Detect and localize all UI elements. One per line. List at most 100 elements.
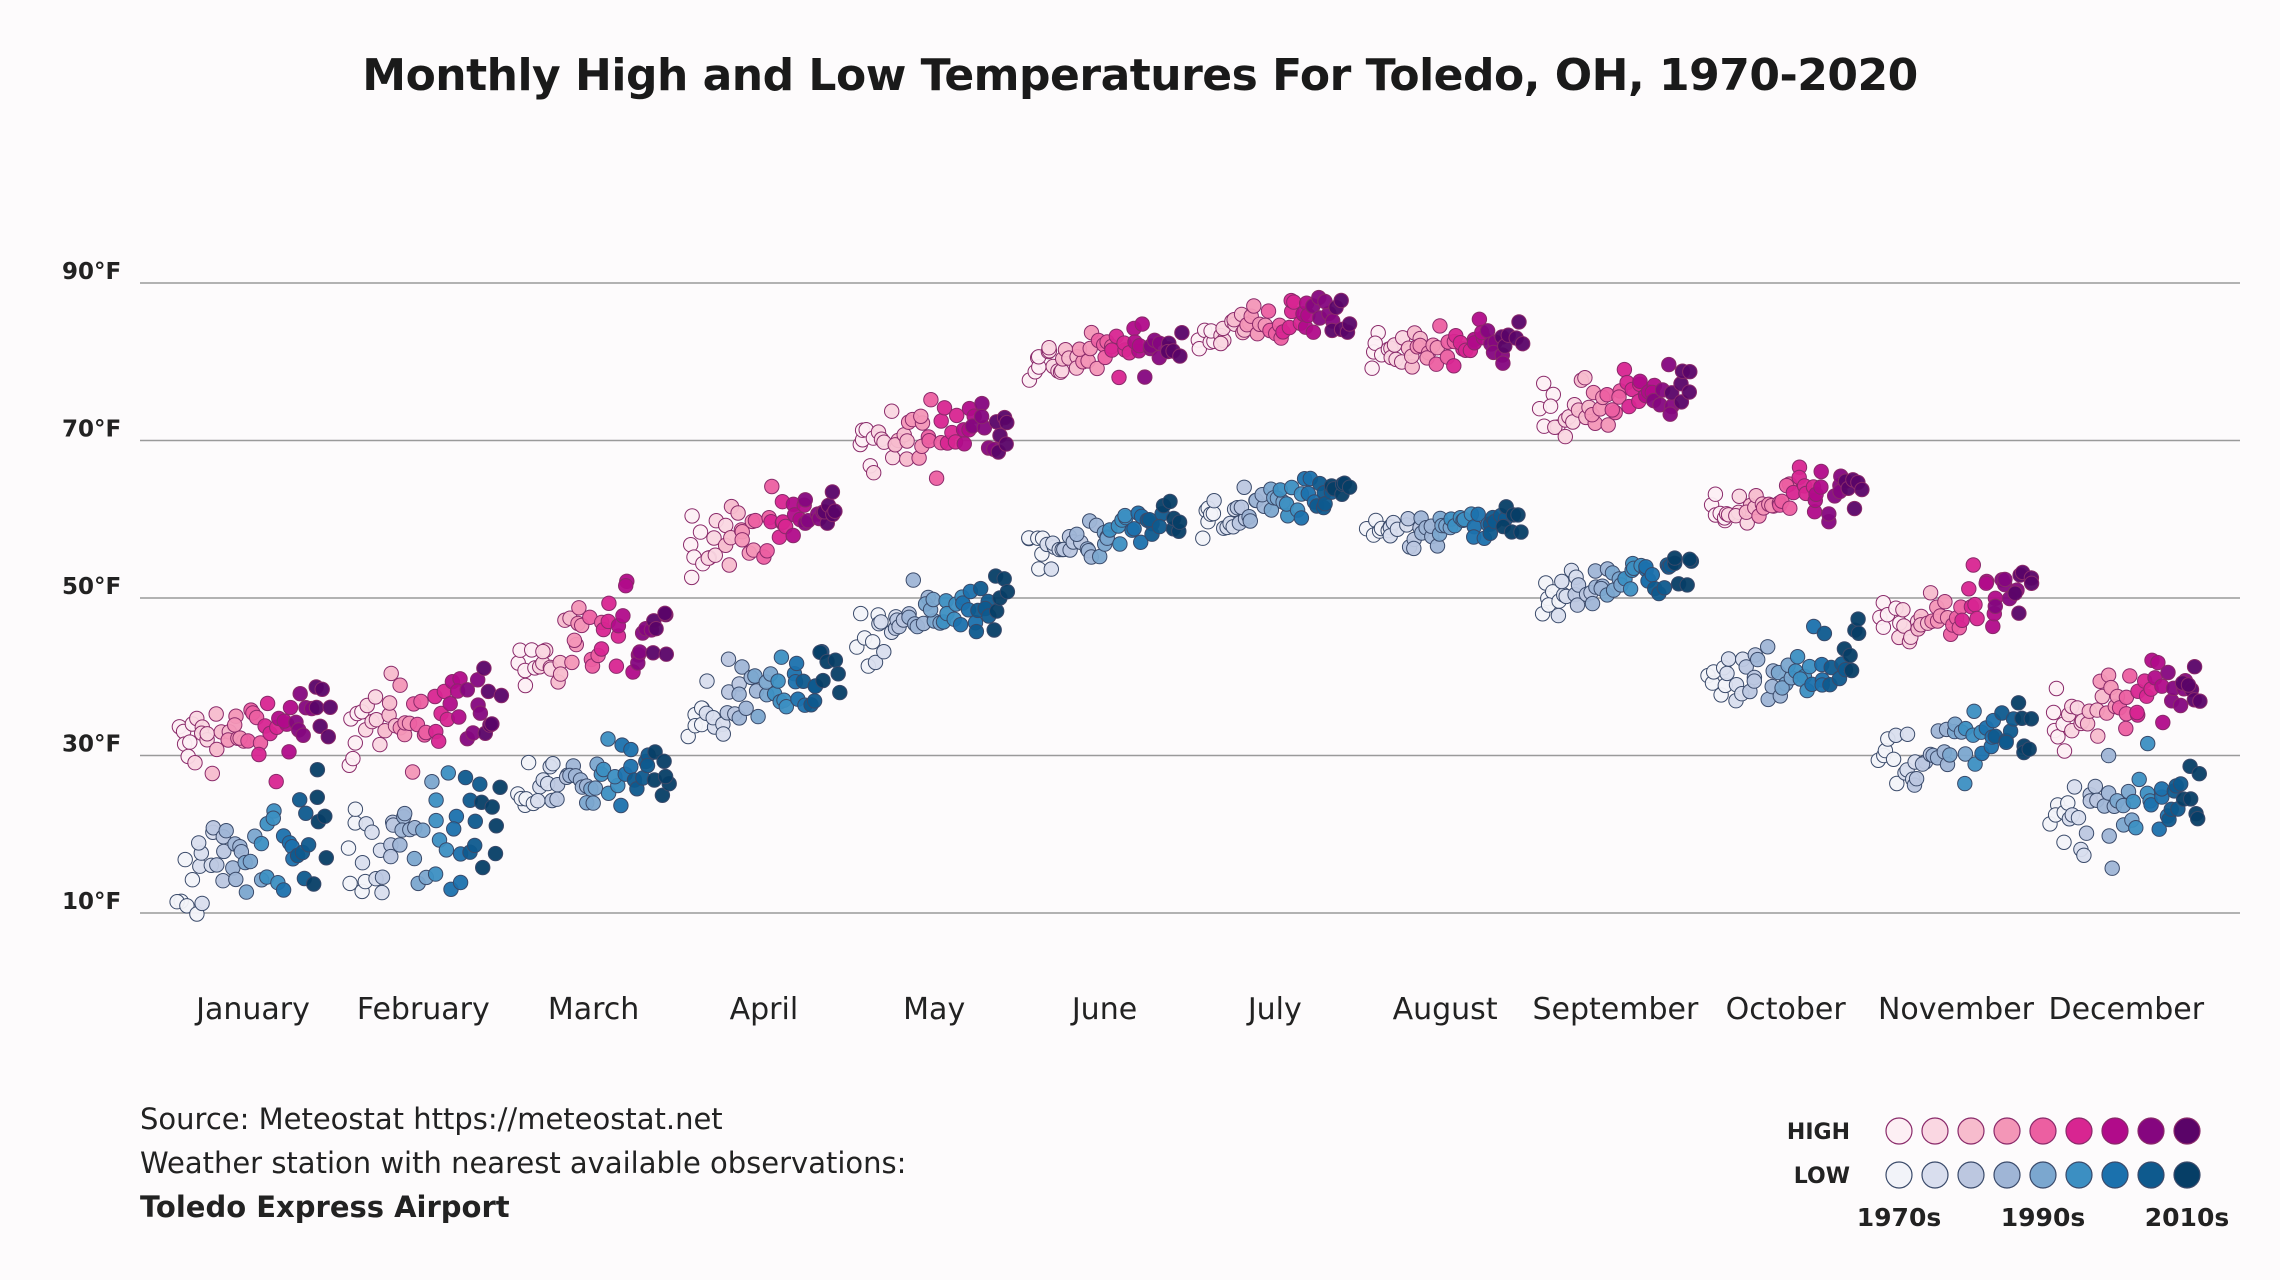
low-point [446, 821, 462, 837]
low-point [1205, 505, 1222, 522]
high-point [2150, 654, 2166, 671]
low-point [2087, 778, 2104, 795]
low-point [2154, 781, 2170, 797]
high-point [404, 764, 421, 780]
high-point [1987, 598, 2004, 614]
low-point [1957, 746, 1974, 762]
high-point [2192, 693, 2208, 709]
low-point [215, 873, 231, 889]
high-point [785, 527, 801, 544]
high-point [320, 729, 336, 745]
low-point [427, 866, 444, 882]
high-point [187, 755, 203, 771]
low-point [1117, 507, 1133, 524]
legend-high-swatch [2029, 1117, 2057, 1145]
high-point [571, 600, 587, 616]
high-point [615, 608, 631, 624]
low-point [2066, 779, 2083, 795]
low-point [1957, 775, 1973, 792]
low-point [595, 761, 612, 778]
high-point [1536, 375, 1552, 392]
low-point [1889, 775, 1905, 792]
low-point [1151, 518, 1168, 535]
low-point [309, 762, 326, 778]
low-point [1806, 618, 1822, 635]
high-point [1961, 581, 1977, 597]
legend-low-swatch [2029, 1161, 2057, 1189]
low-point [364, 824, 380, 840]
high-point [2007, 585, 2023, 601]
legend-high-swatch [1921, 1117, 1949, 1145]
low-point [1899, 726, 1916, 742]
high-point [721, 557, 737, 573]
high-point [1821, 506, 1837, 522]
low-point [986, 622, 1002, 638]
high-point [1341, 316, 1358, 332]
high-point [956, 436, 972, 452]
low-point [680, 728, 696, 745]
low-point [475, 859, 491, 876]
low-point [218, 823, 234, 839]
low-point [2183, 791, 2199, 807]
low-point [1967, 756, 1983, 772]
high-point [1432, 318, 1448, 334]
low-point [827, 652, 844, 668]
high-point [2056, 743, 2073, 759]
high-point [442, 696, 458, 712]
low-point [549, 791, 565, 807]
high-point [413, 693, 429, 710]
high-point [1557, 428, 1574, 445]
high-point [1246, 298, 1262, 314]
high-point [923, 392, 939, 408]
low-point [876, 644, 892, 660]
high-point [484, 716, 500, 732]
low-point [2010, 695, 2027, 711]
low-point [438, 842, 455, 858]
low-point [317, 808, 333, 824]
month-label: January [194, 992, 310, 1027]
high-point [1260, 303, 1277, 319]
low-point [347, 801, 364, 817]
month-label: February [357, 992, 490, 1027]
legend-low-swatch [2173, 1161, 2201, 1189]
high-point [2180, 677, 2197, 693]
low-point [452, 874, 469, 891]
low-point [623, 741, 639, 758]
high-point [2118, 720, 2134, 737]
high-point [759, 543, 775, 559]
low-point [750, 708, 766, 725]
high-point [199, 726, 215, 742]
high-point [730, 505, 746, 521]
low-point [309, 789, 325, 805]
high-point [618, 578, 634, 594]
low-point [1842, 647, 1858, 664]
low-point [2190, 811, 2206, 827]
high-point [1731, 488, 1748, 504]
low-point [587, 780, 604, 796]
low-point [1513, 524, 1529, 540]
low-point [2076, 847, 2092, 863]
low-point [731, 686, 747, 702]
high-point [1495, 355, 1511, 371]
low-point [585, 795, 601, 811]
high-point [1813, 463, 1829, 480]
low-point [2078, 825, 2095, 841]
high-point [899, 433, 915, 449]
high-point [1967, 596, 1983, 613]
high-point [2100, 667, 2117, 683]
high-point [308, 699, 325, 716]
high-point [1895, 602, 1911, 618]
low-point [194, 895, 210, 912]
high-point [2079, 716, 2096, 732]
month-label: March [548, 992, 639, 1027]
high-point [692, 524, 709, 540]
high-point [1305, 324, 1322, 340]
low-point [1908, 771, 1925, 787]
month-label: October [1726, 992, 1847, 1027]
high-point [1515, 336, 1531, 352]
low-point [428, 812, 444, 829]
high-point [648, 621, 664, 637]
low-point [1750, 651, 1766, 668]
station-note: Weather station with nearest available o… [140, 1146, 907, 1180]
